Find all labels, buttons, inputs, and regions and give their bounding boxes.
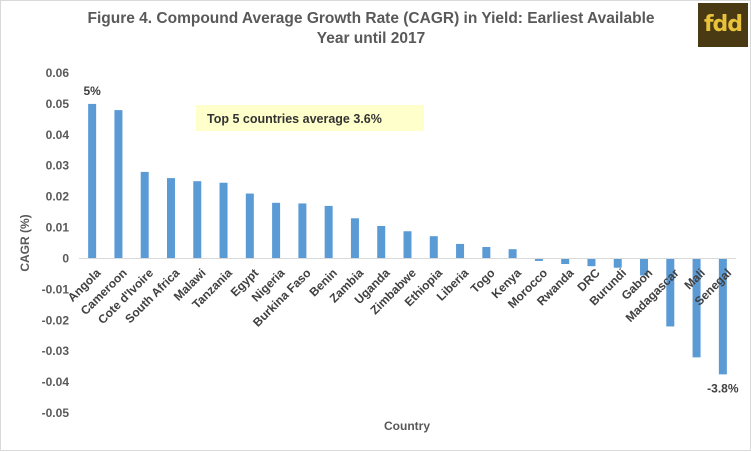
- chart-title: Figure 4. Compound Average Growth Rate (…: [61, 9, 681, 49]
- bar: [140, 171, 149, 259]
- y-tick-label: 0.04: [46, 128, 70, 142]
- y-tick-label: -0.01: [42, 282, 70, 296]
- y-tick-label: -0.05: [42, 406, 70, 420]
- bar: [587, 258, 596, 267]
- y-tick-label: 0: [62, 251, 69, 265]
- bar: [166, 178, 175, 259]
- bars: [88, 103, 727, 375]
- bar: [534, 258, 543, 261]
- bar: [640, 258, 649, 276]
- bar: [692, 258, 701, 358]
- bar: [324, 205, 333, 259]
- chart-title-line-1: Figure 4. Compound Average Growth Rate (…: [87, 10, 655, 27]
- bar: [88, 103, 97, 259]
- bar: [561, 258, 570, 265]
- data-label: -3.8%: [707, 381, 739, 395]
- callout-text: Top 5 countries average 3.6%: [207, 112, 382, 126]
- y-tick-label: 0.06: [46, 66, 70, 80]
- y-tick-label: -0.03: [42, 344, 70, 358]
- y-axis-title: CAGR (%): [18, 214, 32, 271]
- bar: [429, 236, 438, 259]
- bar: [718, 258, 727, 375]
- data-label: 5%: [83, 84, 101, 98]
- bar: [508, 249, 517, 259]
- y-tick-label: -0.02: [42, 313, 70, 327]
- bar: [377, 226, 386, 259]
- y-tick-label: 0.02: [46, 190, 70, 204]
- bar: [403, 231, 412, 259]
- y-tick-label: -0.04: [42, 375, 70, 389]
- bar: [272, 202, 281, 259]
- chart-title-line-2: Year until 2017: [316, 30, 426, 47]
- callout-box: Top 5 countries average 3.6%: [196, 105, 424, 131]
- bar: [482, 247, 491, 259]
- bar: [219, 182, 228, 259]
- y-tick-label: 0.03: [46, 159, 70, 173]
- y-tick-label: 0.01: [46, 221, 70, 235]
- bar: [298, 203, 307, 259]
- bar: [114, 110, 123, 259]
- callout-background: [196, 105, 424, 131]
- fdd-logo: fdd: [698, 3, 748, 47]
- x-axis-title: Country: [384, 419, 430, 433]
- bar: [245, 193, 254, 259]
- bar: [613, 258, 622, 268]
- bar: [666, 258, 675, 327]
- bar: [193, 181, 202, 259]
- bar: [456, 243, 465, 259]
- y-axis-ticks: 0.06 0.05 0.04 0.03 0.02 0.01 0 -0.01 -0.02 -0.03…: [42, 66, 70, 420]
- data-labels: 5% -3.8%: [83, 84, 738, 395]
- y-tick-label: 0.05: [46, 97, 70, 111]
- bar: [350, 218, 359, 259]
